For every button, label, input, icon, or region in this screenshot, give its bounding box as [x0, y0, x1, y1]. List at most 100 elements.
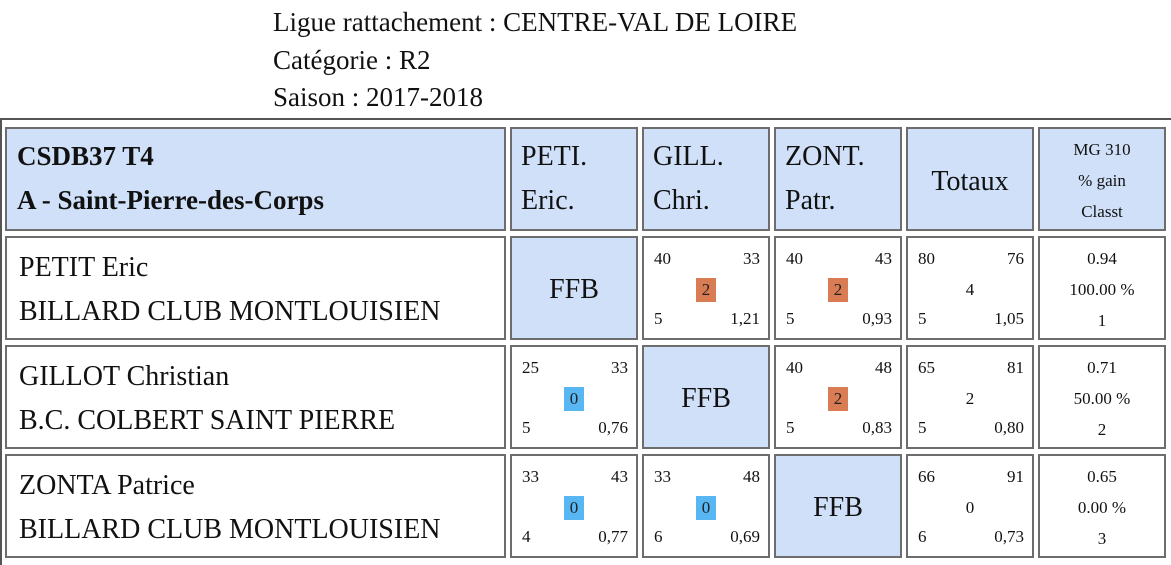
player-row-name-cell: PETIT Eric BILLARD CLUB MONTLOUISIEN — [5, 236, 506, 340]
innings: 33 — [743, 249, 760, 268]
total-innings: 91 — [1007, 467, 1024, 486]
average: 0,93 — [862, 309, 892, 328]
player-header-line1: PETI. — [521, 141, 588, 172]
ffb-label: FFB — [813, 492, 863, 523]
total-match-points: 0 — [965, 498, 975, 517]
player-row-name-cell: ZONTA Patrice BILLARD CLUB MONTLOUISIEN — [5, 454, 506, 558]
player-name: GILLOT Christian — [19, 361, 230, 392]
innings: 33 — [611, 358, 628, 377]
rank-value: 2 — [1097, 420, 1107, 439]
points: 40 — [654, 249, 671, 268]
mg-value: 0.94 — [1087, 249, 1117, 268]
points: 40 — [786, 358, 803, 377]
pct-gain-value: 50.00 % — [1073, 389, 1131, 408]
total-points: 65 — [918, 358, 935, 377]
match-points-badge: 2 — [828, 387, 848, 411]
classt-label: Classt — [1081, 202, 1123, 221]
total-average: 1,05 — [994, 309, 1024, 328]
average: 1,21 — [730, 309, 760, 328]
total-points: 66 — [918, 467, 935, 486]
match-points-badge: 2 — [696, 278, 716, 302]
player-header-line2: Chri. — [653, 185, 710, 216]
total-innings: 76 — [1007, 249, 1024, 268]
totaux-label: Totaux — [931, 166, 1009, 197]
ffb-cell: FFB — [510, 236, 638, 340]
pct-gain-label: % gain — [1078, 171, 1126, 190]
total-best-series: 5 — [918, 418, 927, 437]
points: 33 — [522, 467, 539, 486]
mg-value: 0.71 — [1087, 358, 1117, 377]
innings: 43 — [875, 249, 892, 268]
points: 40 — [786, 249, 803, 268]
player-header-line1: GILL. — [653, 141, 724, 172]
match-cell: 40 33 2 5 1,21 — [642, 236, 770, 340]
totaux-header: Totaux — [906, 127, 1034, 231]
player-row-name-cell: GILLOT Christian B.C. COLBERT SAINT PIER… — [5, 345, 506, 449]
rank-value: 3 — [1097, 529, 1107, 548]
ligue-line: Ligue rattachement : CENTRE-VAL DE LOIRE — [273, 7, 798, 37]
total-best-series: 6 — [918, 527, 927, 546]
player-club: B.C. COLBERT SAINT PIERRE — [19, 405, 396, 436]
total-points: 80 — [918, 249, 935, 268]
average: 0,76 — [598, 418, 628, 437]
total-cell: 65 81 2 5 0,80 — [906, 345, 1034, 449]
club-header-cell: CSDB37 T4 A - Saint-Pierre-des-Corps — [5, 127, 506, 231]
stats-cell: 0.94 100.00 % 1 — [1038, 236, 1166, 340]
player-header-line1: ZONT. — [785, 141, 865, 172]
innings: 43 — [611, 467, 628, 486]
player-header-zont: ZONT. Patr. — [774, 127, 902, 231]
best-series: 5 — [522, 418, 531, 437]
table-top-border — [0, 118, 1171, 120]
player-header-peti: PETI. Eric. — [510, 127, 638, 231]
ffb-cell: FFB — [642, 345, 770, 449]
total-best-series: 5 — [918, 309, 927, 328]
total-match-points: 4 — [965, 280, 975, 299]
player-header-gill: GILL. Chri. — [642, 127, 770, 231]
total-cell: 80 76 4 5 1,05 — [906, 236, 1034, 340]
rank-value: 1 — [1097, 311, 1107, 330]
points: 33 — [654, 467, 671, 486]
best-series: 5 — [786, 309, 795, 328]
ffb-cell: FFB — [774, 454, 902, 558]
total-average: 0,73 — [994, 527, 1024, 546]
total-average: 0,80 — [994, 418, 1024, 437]
player-header-line2: Patr. — [785, 185, 836, 216]
competition-header: Ligue rattachement : CENTRE-VAL DE LOIRE… — [273, 4, 797, 117]
player-name: ZONTA Patrice — [19, 470, 195, 501]
total-innings: 81 — [1007, 358, 1024, 377]
pct-gain-value: 100.00 % — [1069, 280, 1135, 299]
club-name: A - Saint-Pierre-des-Corps — [17, 185, 324, 215]
best-series: 6 — [654, 527, 663, 546]
match-cell: 40 48 2 5 0,83 — [774, 345, 902, 449]
saison-line: Saison : 2017-2018 — [273, 82, 484, 112]
table-left-border — [0, 118, 2, 565]
stats-cell: 0.65 0.00 % 3 — [1038, 454, 1166, 558]
match-cell: 33 43 0 4 0,77 — [510, 454, 638, 558]
mg-value: 0.65 — [1087, 467, 1117, 486]
match-points-badge: 0 — [696, 496, 716, 520]
match-cell: 33 48 0 6 0,69 — [642, 454, 770, 558]
match-points-badge: 2 — [828, 278, 848, 302]
categorie-line: Catégorie : R2 — [273, 44, 431, 75]
player-club: BILLARD CLUB MONTLOUISIEN — [19, 296, 441, 327]
match-points-badge: 0 — [564, 387, 584, 411]
mg-label: MG 310 — [1073, 140, 1131, 159]
match-cell: 40 43 2 5 0,93 — [774, 236, 902, 340]
total-cell: 66 91 0 6 0,73 — [906, 454, 1034, 558]
player-club: BILLARD CLUB MONTLOUISIEN — [19, 514, 441, 545]
match-cell: 25 33 0 5 0,76 — [510, 345, 638, 449]
stats-header: MG 310 % gain Classt — [1038, 127, 1166, 231]
innings: 48 — [743, 467, 760, 486]
player-header-line2: Eric. — [521, 185, 575, 216]
average: 0,83 — [862, 418, 892, 437]
ffb-label: FFB — [549, 274, 599, 305]
match-points-badge: 0 — [564, 496, 584, 520]
innings: 48 — [875, 358, 892, 377]
points: 25 — [522, 358, 539, 377]
best-series: 5 — [654, 309, 663, 328]
club-code: CSDB37 T4 — [17, 141, 154, 171]
stats-cell: 0.71 50.00 % 2 — [1038, 345, 1166, 449]
average: 0,77 — [598, 527, 628, 546]
best-series: 5 — [786, 418, 795, 437]
ffb-label: FFB — [681, 383, 731, 414]
